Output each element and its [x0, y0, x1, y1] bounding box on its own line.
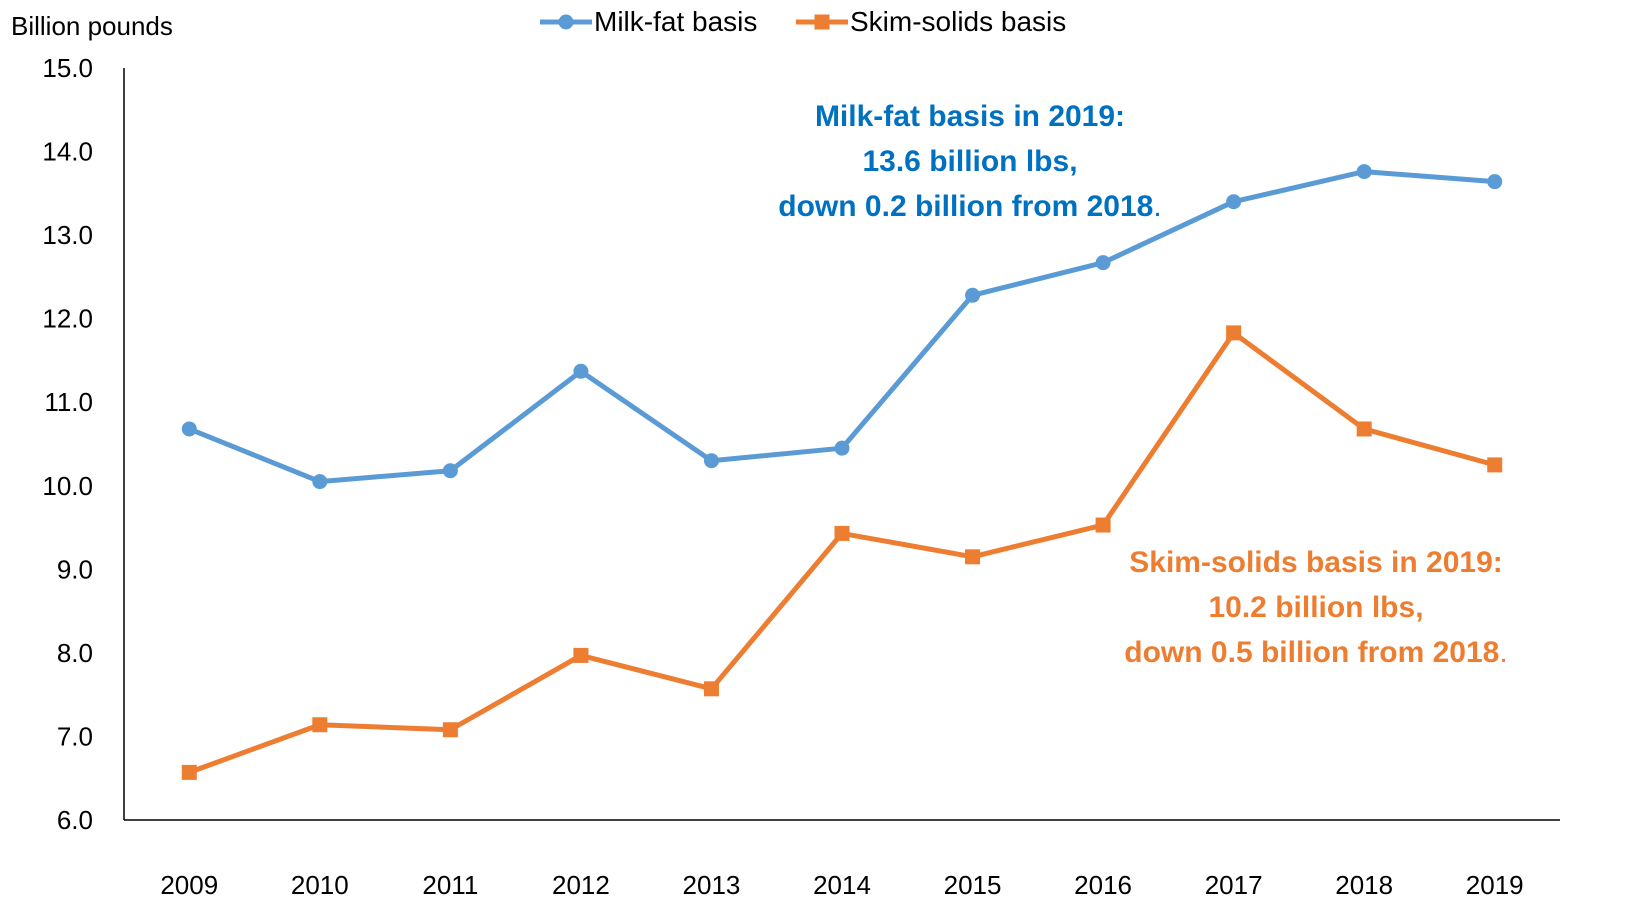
annotation-1: Skim-solids basis in 2019: 10.2 billion l…	[1124, 546, 1507, 669]
annotation-suffix: .	[1153, 190, 1161, 223]
legend-marker	[558, 14, 574, 30]
y-axis-label: Billion pounds	[11, 11, 173, 41]
legend-label: Skim-solids basis	[850, 6, 1066, 37]
data-point	[181, 421, 197, 437]
data-point	[1487, 174, 1503, 190]
data-point	[965, 287, 981, 303]
data-point	[312, 474, 328, 490]
y-tick-label: 12.0	[42, 304, 93, 334]
y-tick-label: 14.0	[42, 137, 93, 167]
legend-label: Milk-fat basis	[594, 6, 757, 37]
x-tick-label: 2019	[1466, 870, 1524, 900]
y-tick-label: 11.0	[44, 387, 93, 417]
data-point	[703, 453, 719, 469]
data-point	[442, 722, 458, 738]
x-tick-label: 2018	[1335, 870, 1393, 900]
data-point	[573, 363, 589, 379]
data-point	[1356, 421, 1372, 437]
data-point	[1356, 164, 1372, 180]
annotation-line: down 0.5 billion from 2018.	[1124, 636, 1507, 669]
legend: Milk-fat basis Skim-solids basis	[540, 6, 1066, 37]
axes: 6.0 7.0 8.0 9.0 10.0 11.0 12.0 13.0 14.0 15.0 2009…	[42, 53, 1560, 900]
x-tick-label: 2012	[552, 870, 610, 900]
x-tick-label: 2016	[1074, 870, 1132, 900]
x-tick-label: 2017	[1205, 870, 1263, 900]
y-tick-label: 6.0	[57, 805, 93, 835]
annotation-line: 13.6 billion lbs,	[862, 145, 1077, 178]
x-tick-label: 2015	[944, 870, 1002, 900]
series-0	[181, 164, 1503, 490]
x-tick-label: 2009	[160, 870, 218, 900]
annotation-line: Milk-fat basis in 2019:	[815, 100, 1125, 133]
annotation-layer: Milk-fat basis in 2019: 13.6 billion lbs,…	[778, 100, 1507, 669]
series-layer	[181, 164, 1503, 780]
y-tick-label: 7.0	[57, 721, 93, 751]
x-tick-label: 2014	[813, 870, 871, 900]
series-1	[181, 325, 1503, 780]
annotation-text: 13.6 billion lbs,	[862, 145, 1077, 178]
data-point	[1095, 255, 1111, 271]
data-point	[312, 717, 328, 733]
annotation-suffix: .	[1499, 636, 1507, 669]
data-point	[442, 463, 458, 479]
annotation-text: Skim-solids basis in 2019:	[1129, 546, 1503, 579]
y-tick-label: 13.0	[42, 220, 93, 250]
data-point	[834, 440, 850, 456]
y-tick-label: 10.0	[42, 471, 93, 501]
legend-item: Milk-fat basis	[540, 6, 757, 37]
data-point	[1226, 325, 1242, 341]
legend-marker	[814, 14, 830, 30]
data-point	[834, 525, 850, 541]
data-point	[573, 647, 589, 663]
data-point	[1095, 517, 1111, 533]
x-tick-label: 2011	[422, 870, 478, 900]
y-tick-label: 8.0	[57, 638, 93, 668]
annotation-line: down 0.2 billion from 2018.	[778, 190, 1161, 223]
y-tick-label: 15.0	[42, 53, 93, 83]
annotation-text: 10.2 billion lbs,	[1208, 591, 1423, 624]
annotation-0: Milk-fat basis in 2019: 13.6 billion lbs,…	[778, 100, 1161, 223]
legend-item: Skim-solids basis	[796, 6, 1066, 37]
data-point	[1487, 457, 1503, 473]
annotation-line: Skim-solids basis in 2019:	[1129, 546, 1503, 579]
annotation-text: Milk-fat basis in 2019:	[815, 100, 1125, 133]
y-tick-label: 9.0	[57, 554, 93, 584]
x-tick-label: 2010	[291, 870, 349, 900]
x-tick-label: 2013	[683, 870, 741, 900]
annotation-text: down 0.5 billion from 2018	[1124, 636, 1499, 669]
data-point	[1226, 194, 1242, 210]
data-point	[181, 764, 197, 780]
data-point	[965, 549, 981, 565]
annotation-line: 10.2 billion lbs,	[1208, 591, 1423, 624]
annotation-text: down 0.2 billion from 2018	[778, 190, 1153, 223]
data-point	[703, 681, 719, 697]
